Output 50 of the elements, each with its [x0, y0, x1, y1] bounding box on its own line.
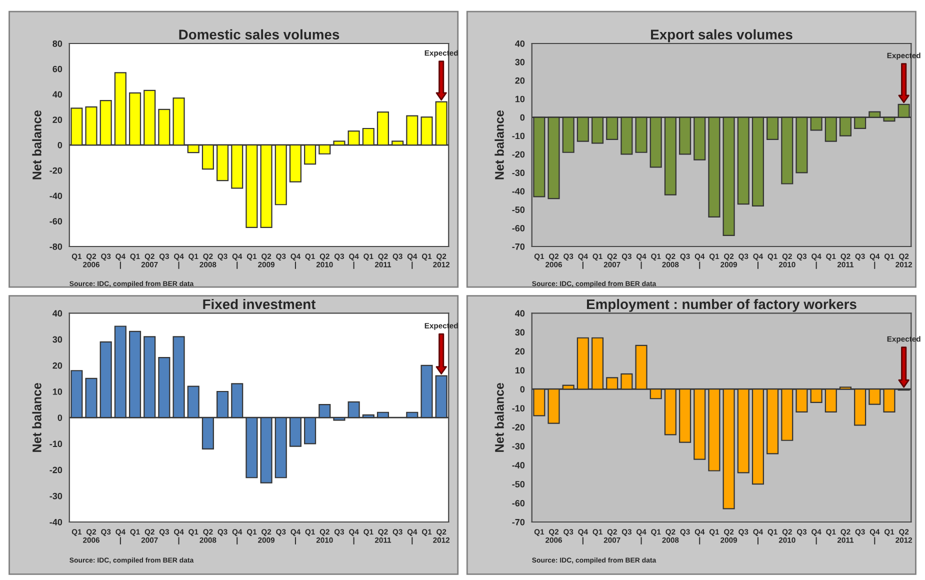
y-tick-label: 80	[52, 40, 62, 47]
y-tick-label: -30	[512, 170, 525, 176]
y-tick-label: 40	[52, 310, 62, 317]
y-tick-label: 20	[52, 362, 62, 369]
y-tick-label: -10	[512, 405, 525, 412]
y-tick-label: -20	[50, 167, 62, 174]
y-tick-label: -20	[512, 424, 525, 430]
y-tick-label: 20	[515, 77, 525, 84]
y-tick-label: 40	[515, 40, 525, 47]
y-axis-title: Net balance	[32, 382, 42, 452]
y-tick-label: 20	[515, 348, 525, 355]
y-tick-label: -20	[512, 151, 525, 158]
chart-title: Fixed investment	[203, 298, 316, 310]
y-tick-label: -10	[512, 132, 525, 140]
y-tick-label: -70	[512, 243, 525, 250]
y-tick-label: 40	[52, 91, 62, 98]
chart-title: Export sales volumes	[651, 29, 792, 42]
y-tick-label: -50	[512, 206, 525, 213]
y-tick-label: 10	[515, 367, 525, 374]
y-tick-label: -50	[512, 481, 525, 488]
y-tick-label: 60	[52, 66, 62, 72]
y-tick-label: 0	[58, 142, 62, 148]
y-tick-label: -40	[50, 192, 62, 200]
y-tick-label: -60	[50, 218, 62, 224]
chart-title: Domestic sales volumes	[179, 29, 340, 40]
y-tick-label: -60	[512, 500, 525, 506]
y-axis-title: Net balance	[32, 110, 42, 180]
y-tick-label: 0	[58, 414, 62, 421]
y-tick-label: -20	[50, 466, 62, 474]
y-tick-label: -40	[50, 518, 62, 526]
y-tick-label: -10	[50, 440, 62, 448]
y-tick-label: 10	[515, 96, 525, 102]
y-tick-label: 40	[515, 310, 525, 317]
y-tick-label: 0	[520, 114, 525, 121]
y-tick-label: -60	[512, 225, 525, 232]
y-tick-label: 0	[520, 386, 525, 392]
y-axis-title: Net balance	[494, 110, 504, 180]
y-axis-title: Net balance	[494, 382, 504, 452]
y-tick-label: -80	[50, 243, 62, 250]
y-tick-label: -40	[512, 462, 525, 468]
chart-title: Employment : number of factory workers	[586, 298, 856, 312]
y-tick-label: 30	[515, 58, 525, 66]
y-tick-label: 30	[52, 336, 62, 343]
y-tick-label: -70	[512, 518, 525, 526]
y-tick-label: -40	[512, 188, 525, 194]
y-tick-label: -30	[50, 492, 62, 500]
y-tick-label: 30	[515, 329, 525, 336]
y-tick-label: -30	[512, 443, 525, 450]
y-tick-label: 10	[52, 388, 62, 395]
y-tick-label: 20	[52, 116, 62, 123]
